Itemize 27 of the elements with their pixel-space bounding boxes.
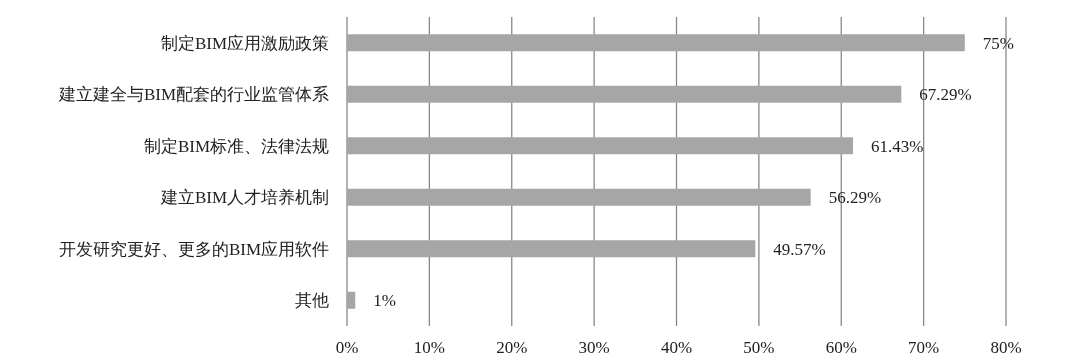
bar xyxy=(347,291,356,309)
x-tick-label: 10% xyxy=(413,338,445,357)
bar xyxy=(347,34,965,52)
data-label: 67.29% xyxy=(919,85,972,105)
x-tick-label: 60% xyxy=(825,338,857,357)
x-tick-label: 40% xyxy=(660,338,693,357)
bar xyxy=(347,240,756,258)
y-tick-label: 建立建全与BIM配套的行业监管体系 xyxy=(57,85,329,105)
data-label: 1% xyxy=(373,291,396,311)
y-tick-label: 开发研究更好、更多的BIM应用软件 xyxy=(58,239,329,259)
y-tick-label: 建立BIM人才培养机制 xyxy=(159,188,329,208)
y-tick-label: 制定BIM标准、法律法规 xyxy=(143,136,329,156)
bar xyxy=(347,85,902,103)
data-label: 61.43% xyxy=(871,136,924,156)
data-label: 75% xyxy=(982,33,1014,53)
x-tick-label: 50% xyxy=(743,338,775,357)
x-tick-label: 70% xyxy=(908,338,940,357)
data-label: 49.57% xyxy=(773,239,826,259)
bar xyxy=(347,137,854,155)
x-tick-label: 30% xyxy=(578,338,610,357)
x-tick-label: 80% xyxy=(990,338,1022,357)
x-tick-label: 0% xyxy=(335,338,359,357)
bar xyxy=(347,188,811,206)
y-tick-label: 制定BIM应用激励政策 xyxy=(160,33,329,53)
data-label: 56.29% xyxy=(828,188,882,208)
x-tick-label: 20% xyxy=(496,338,528,357)
y-tick-label: 其他 xyxy=(295,291,329,311)
